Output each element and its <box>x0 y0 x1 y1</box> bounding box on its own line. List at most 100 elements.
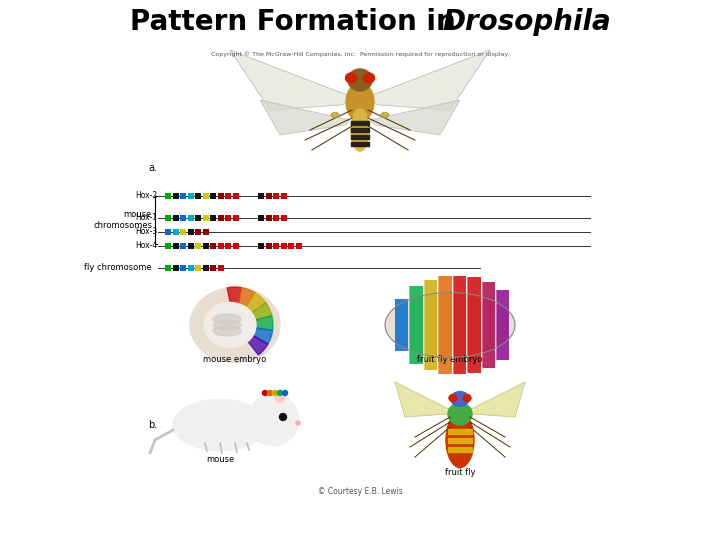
Bar <box>448 429 472 434</box>
Text: fruit fly embryo: fruit fly embryo <box>418 355 482 364</box>
Bar <box>202 229 209 235</box>
Bar <box>448 438 472 443</box>
Polygon shape <box>360 50 490 110</box>
Text: a.: a. <box>148 163 157 173</box>
Bar <box>273 193 279 199</box>
Bar <box>165 243 171 249</box>
Bar <box>233 243 238 249</box>
Circle shape <box>296 421 300 425</box>
Bar <box>165 215 171 221</box>
Bar <box>195 215 201 221</box>
Ellipse shape <box>213 320 241 330</box>
Circle shape <box>277 390 282 395</box>
Circle shape <box>279 414 287 421</box>
Bar <box>165 193 171 199</box>
Text: b.: b. <box>148 420 157 430</box>
Ellipse shape <box>348 69 372 91</box>
Bar <box>225 193 231 199</box>
Bar <box>210 243 216 249</box>
Wedge shape <box>235 302 272 325</box>
Bar <box>210 193 216 199</box>
Bar <box>273 215 279 221</box>
Bar <box>424 280 437 370</box>
Bar <box>351 121 369 125</box>
Ellipse shape <box>346 73 356 83</box>
Ellipse shape <box>273 389 287 405</box>
Circle shape <box>272 390 277 395</box>
Ellipse shape <box>204 302 256 348</box>
Bar <box>165 229 171 235</box>
Ellipse shape <box>448 403 472 425</box>
Bar <box>217 193 223 199</box>
Polygon shape <box>465 382 525 417</box>
Polygon shape <box>260 100 350 135</box>
Bar <box>281 215 287 221</box>
Polygon shape <box>395 382 455 417</box>
Bar <box>180 193 186 199</box>
Ellipse shape <box>351 109 369 151</box>
Bar <box>165 265 171 271</box>
Bar <box>438 276 451 374</box>
Ellipse shape <box>451 392 469 407</box>
Bar <box>202 215 209 221</box>
Bar <box>217 215 223 221</box>
Bar <box>173 229 179 235</box>
Text: Pattern Formation in: Pattern Formation in <box>130 8 465 36</box>
Text: Drosophila: Drosophila <box>442 8 611 36</box>
Text: Hox-2: Hox-2 <box>135 192 157 200</box>
Wedge shape <box>235 325 273 344</box>
Polygon shape <box>230 50 360 110</box>
Bar <box>217 265 223 271</box>
Bar <box>258 215 264 221</box>
Ellipse shape <box>346 83 374 121</box>
Bar <box>233 193 238 199</box>
Ellipse shape <box>213 326 241 336</box>
Wedge shape <box>227 287 242 325</box>
Bar <box>351 142 369 146</box>
Wedge shape <box>235 316 273 330</box>
Bar <box>233 215 238 221</box>
Text: © Courtesy E.B. Lewis: © Courtesy E.B. Lewis <box>318 488 402 496</box>
Ellipse shape <box>190 287 280 362</box>
Text: mouse: mouse <box>206 455 234 464</box>
Bar <box>187 229 194 235</box>
Bar <box>217 243 223 249</box>
Bar <box>288 243 294 249</box>
Text: mouse embryo: mouse embryo <box>203 355 266 364</box>
Bar <box>351 128 369 132</box>
Bar <box>258 243 264 249</box>
Circle shape <box>268 390 272 395</box>
Ellipse shape <box>446 413 474 468</box>
Circle shape <box>247 394 299 446</box>
Bar <box>180 229 186 235</box>
Bar <box>281 243 287 249</box>
Bar <box>395 299 408 352</box>
Bar <box>266 193 271 199</box>
Circle shape <box>282 390 287 395</box>
Ellipse shape <box>364 73 374 83</box>
Bar <box>187 215 194 221</box>
Bar <box>195 243 201 249</box>
Bar <box>410 286 423 363</box>
Wedge shape <box>235 325 268 355</box>
Bar <box>173 265 179 271</box>
Bar <box>187 193 194 199</box>
Bar <box>210 215 216 221</box>
Ellipse shape <box>331 112 339 118</box>
Bar <box>281 193 287 199</box>
Text: Copyright © The McGraw-Hill Companies, Inc.  Permission required for reproductio: Copyright © The McGraw-Hill Companies, I… <box>211 51 509 57</box>
Bar <box>273 243 279 249</box>
Ellipse shape <box>449 395 457 402</box>
Bar <box>225 243 231 249</box>
Wedge shape <box>235 293 266 325</box>
Bar <box>195 193 201 199</box>
Bar <box>295 243 302 249</box>
Bar <box>195 265 201 271</box>
Bar <box>173 215 179 221</box>
Text: mouse
chromosomes: mouse chromosomes <box>93 210 152 230</box>
Bar <box>453 275 466 374</box>
Ellipse shape <box>381 112 389 118</box>
Bar <box>496 290 510 360</box>
Ellipse shape <box>173 399 268 451</box>
Circle shape <box>263 390 268 395</box>
